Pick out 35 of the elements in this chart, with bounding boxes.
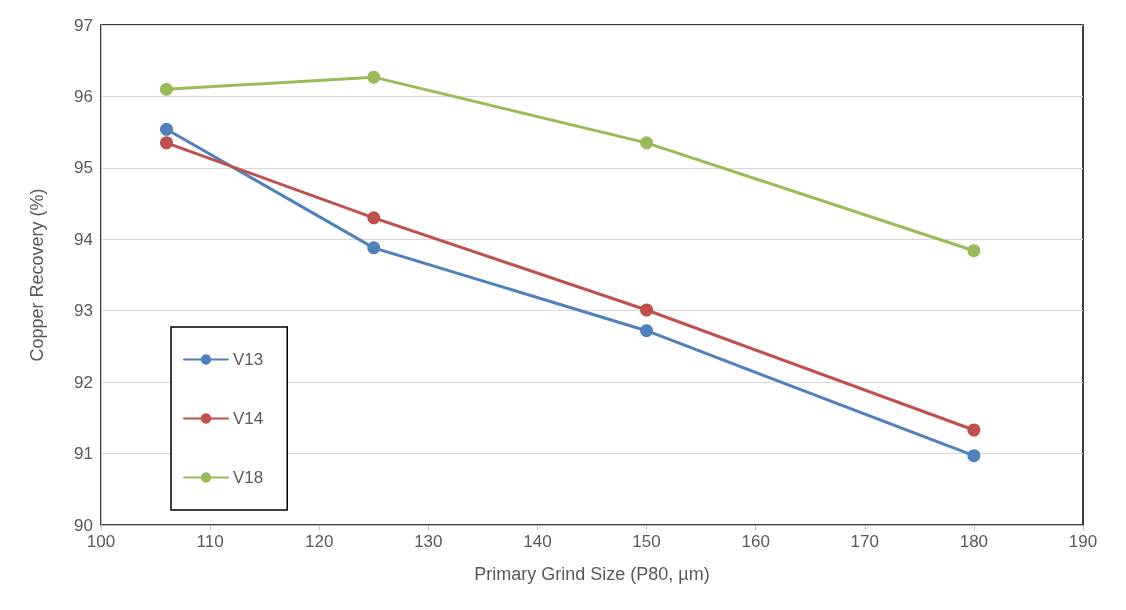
y-tick-label: 90 — [74, 515, 93, 535]
legend-label: V14 — [233, 409, 264, 428]
x-tick-label: 120 — [305, 532, 334, 551]
y-tick-label: 92 — [74, 372, 93, 392]
point — [967, 449, 981, 463]
x-tick-label: 110 — [196, 532, 224, 551]
x-tick-label: 130 — [414, 532, 443, 551]
x-tick-label: 160 — [741, 532, 770, 551]
x-tick-label: 140 — [523, 532, 552, 551]
legend-label: V18 — [233, 468, 264, 487]
x-tick-label: 170 — [850, 532, 879, 551]
point — [367, 211, 381, 225]
point — [967, 423, 981, 437]
point — [967, 244, 981, 258]
x-tick-label: 150 — [632, 532, 661, 551]
x-tick-label: 180 — [959, 532, 989, 551]
y-tick-label: 95 — [74, 158, 93, 178]
y-tick-label: 91 — [74, 444, 93, 464]
point — [640, 136, 654, 150]
y-tick-label: 96 — [74, 86, 93, 106]
y-tick-label: 97 — [74, 15, 93, 35]
point — [367, 70, 381, 84]
y-tick-label: 93 — [74, 301, 93, 321]
y-axis-title: Copper Recovery (%) — [27, 188, 47, 362]
legend-label: V13 — [233, 350, 264, 369]
point — [640, 303, 654, 317]
x-axis-title: Primary Grind Size (P80, µm) — [474, 564, 710, 584]
point — [367, 241, 381, 255]
x-tick-label: 100 — [86, 532, 116, 551]
point — [640, 324, 654, 338]
x-tick-label: 190 — [1068, 532, 1098, 551]
point — [159, 82, 173, 96]
point — [159, 136, 173, 150]
y-tick-label: 94 — [74, 229, 93, 249]
point — [159, 122, 173, 136]
